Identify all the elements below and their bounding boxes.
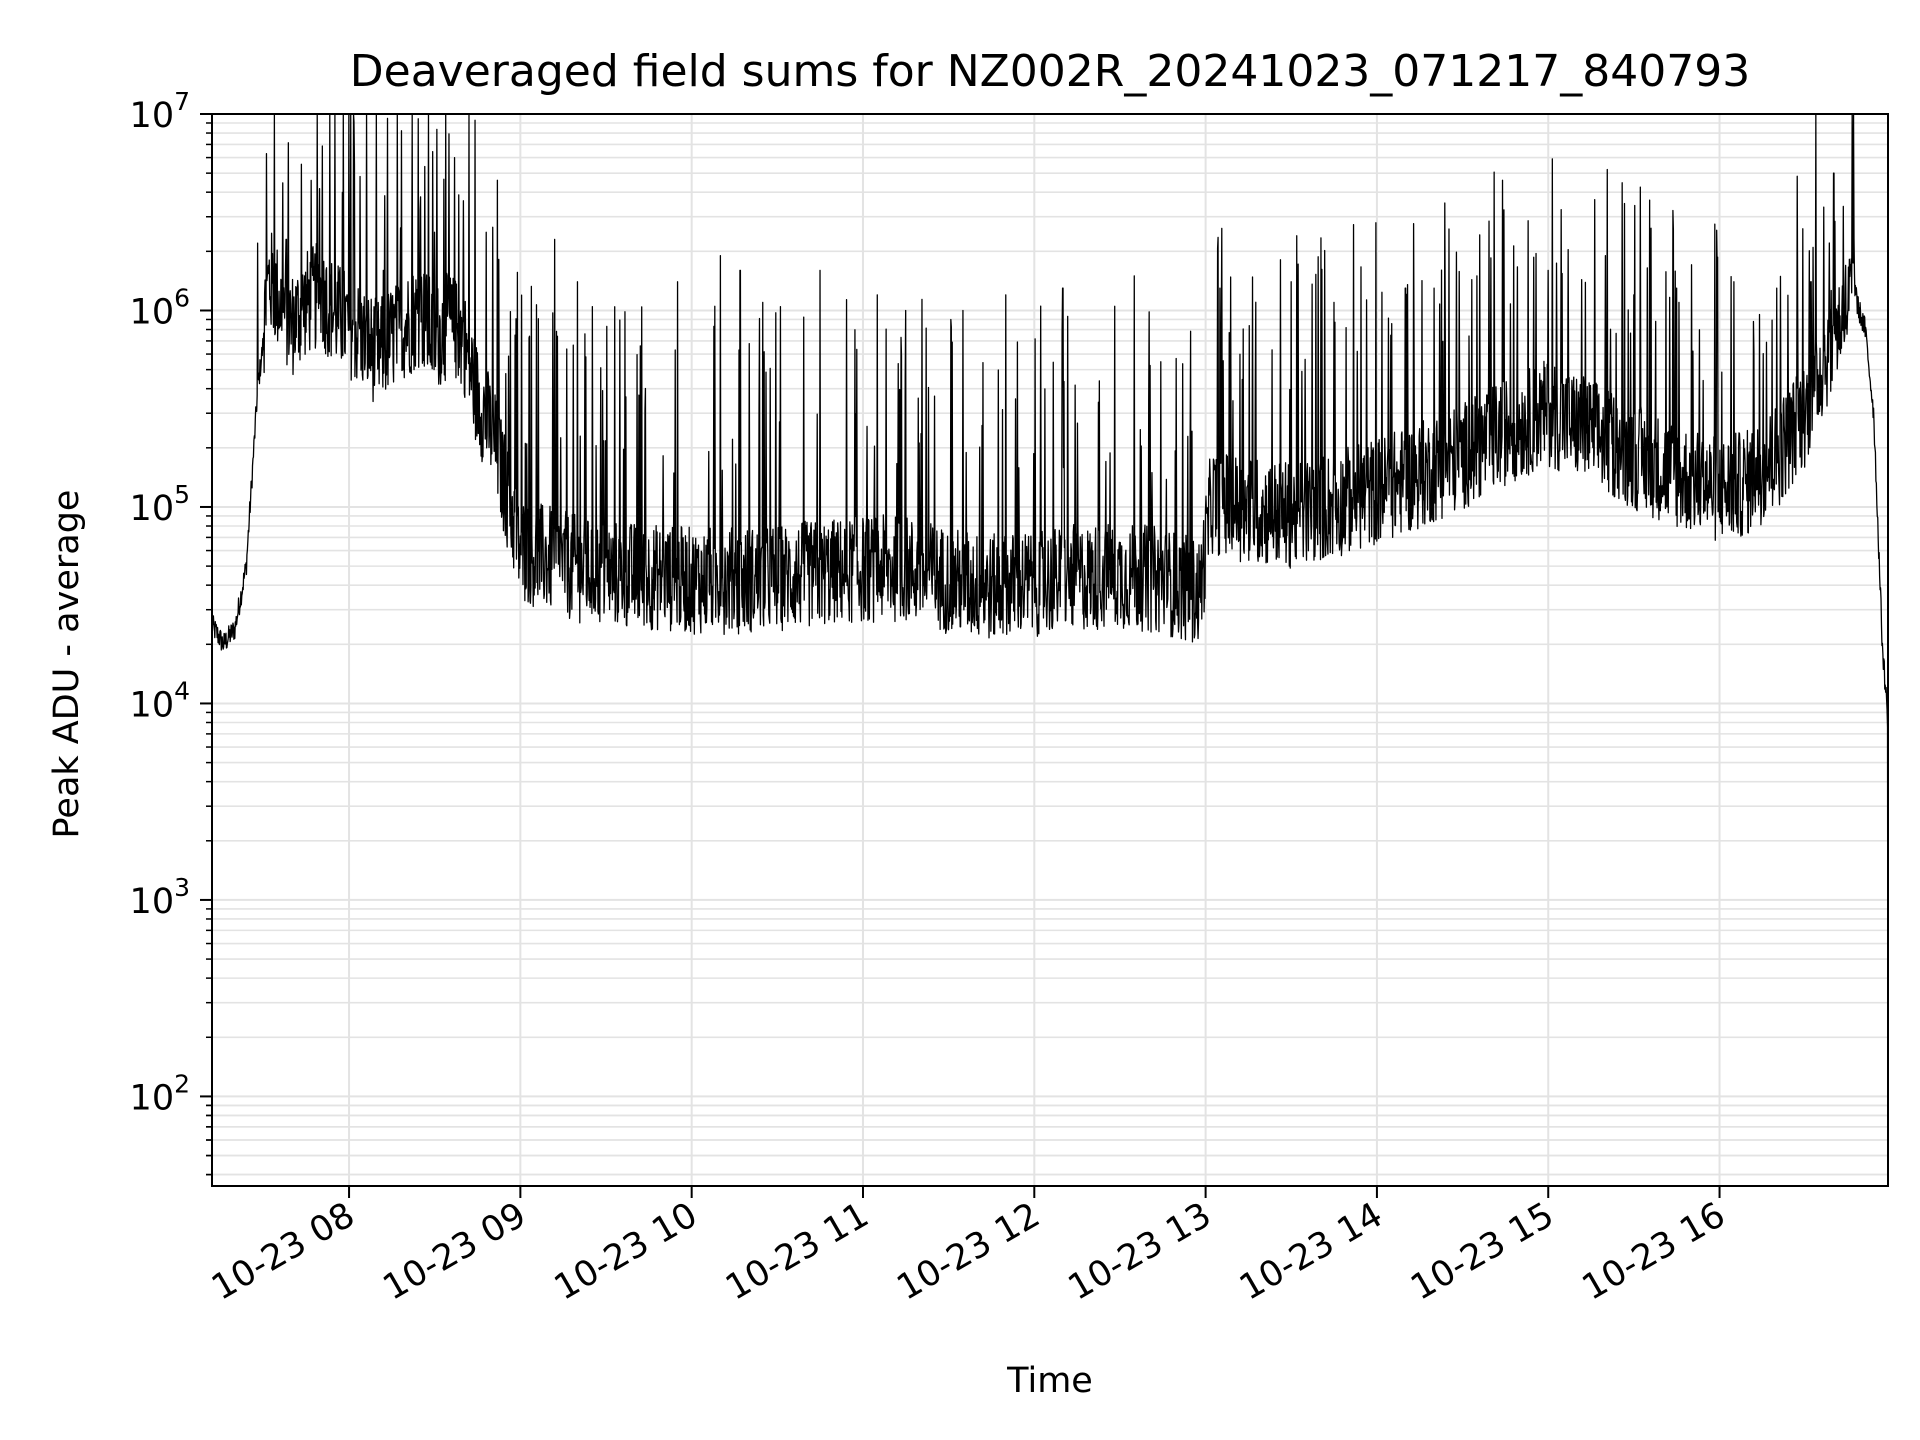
x-tick-label: 10-23 15 [1404, 1195, 1560, 1308]
y-tick-label: 103 [130, 873, 190, 922]
y-tick-label: 106 [130, 283, 190, 332]
x-tick-label: 10-23 09 [377, 1195, 533, 1308]
y-tick-label: 104 [130, 676, 190, 725]
x-tick-label: 10-23 16 [1576, 1195, 1732, 1308]
x-tick-label: 10-23 14 [1233, 1195, 1389, 1308]
x-tick-label: 10-23 08 [205, 1195, 361, 1308]
grid [212, 113, 1888, 1186]
x-tick-label: 10-23 12 [891, 1195, 1047, 1308]
plot-frame [211, 113, 1889, 1187]
chart-title: Deaveraged field sums for NZ002R_2024102… [350, 46, 1750, 97]
y-tick-label: 105 [130, 480, 190, 529]
y-tick-label: 102 [130, 1069, 190, 1118]
x-tick-label: 10-23 10 [548, 1195, 704, 1308]
x-axis-label: Time [1006, 1361, 1093, 1401]
data-series [211, 113, 1889, 1187]
y-axis-label: Peak ADU - average [47, 490, 87, 839]
y-tick-label: 107 [130, 87, 190, 136]
series-line [211, 113, 1889, 1187]
x-tick-label: 10-23 13 [1062, 1195, 1218, 1308]
x-tick-label: 10-23 11 [719, 1195, 875, 1308]
